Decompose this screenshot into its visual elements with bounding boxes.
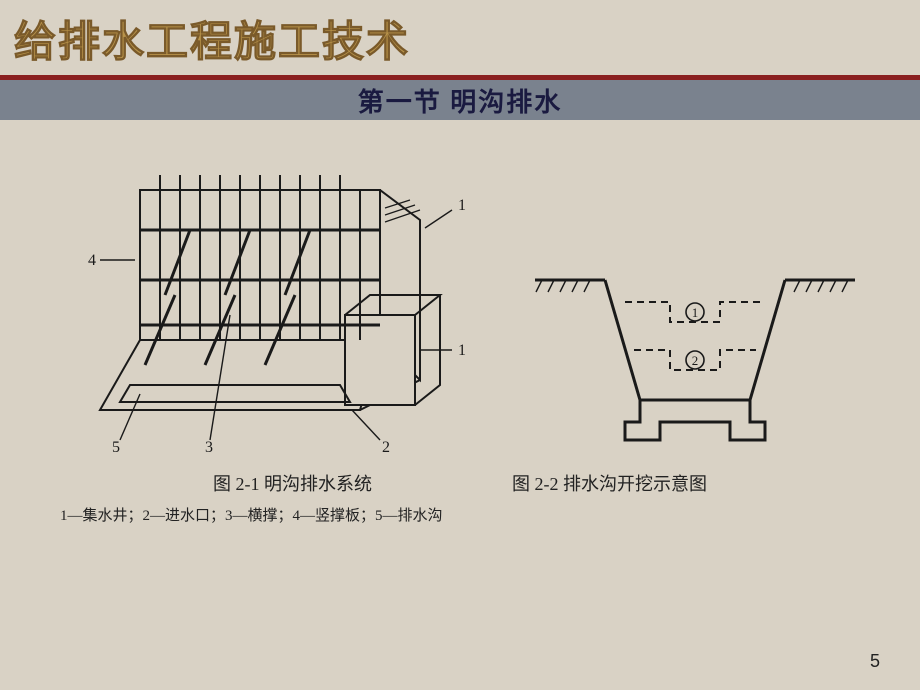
figure-2-1-legend: 1—集水井；2—进水口；3—横撑；4—竖撑板；5—排水沟 (0, 496, 920, 525)
fig1-label-4: 4 (88, 252, 96, 269)
fig2-label-1: 1 (692, 305, 699, 320)
figure-2-1: 1 1 2 3 4 5 (80, 150, 480, 460)
figure-2-1-svg: 1 1 2 3 4 5 (80, 150, 480, 460)
fig1-label-1b: 1 (458, 342, 466, 359)
section-bar: 第一节 明沟排水 (0, 80, 920, 120)
figure-2-2-svg: 1 2 (530, 240, 860, 460)
figure-2-1-caption: 图 2-1 明沟排水系统 (213, 470, 372, 496)
fig1-label-5: 5 (112, 439, 120, 456)
section-title: 第一节 明沟排水 (358, 82, 563, 119)
caption-row: 图 2-1 明沟排水系统 图 2-2 排水沟开挖示意图 (0, 460, 920, 496)
page-main-title: 给排水工程施工技术 (0, 0, 920, 73)
figure-2-2: 1 2 (530, 240, 860, 460)
figure-2-2-caption: 图 2-2 排水沟开挖示意图 (512, 470, 707, 496)
fig2-label-2: 2 (692, 353, 699, 368)
fig1-label-3: 3 (205, 439, 213, 456)
fig1-label-2: 2 (382, 439, 390, 456)
page-number: 5 (870, 651, 880, 672)
fig1-label-1: 1 (458, 197, 466, 214)
figures-area: 1 1 2 3 4 5 (0, 120, 920, 460)
